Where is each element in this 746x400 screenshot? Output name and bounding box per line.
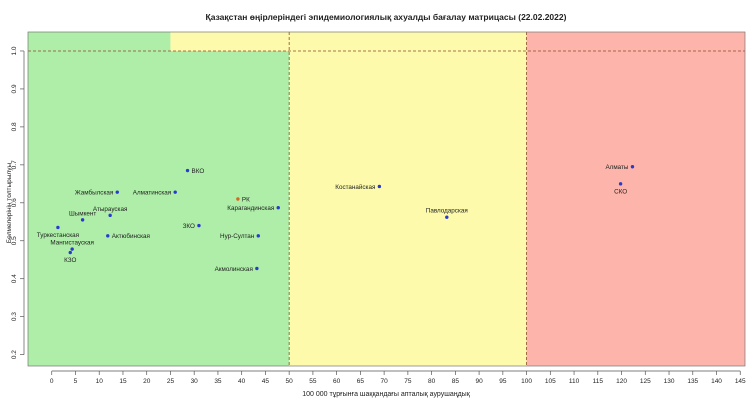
x-tick-label-20: 20 bbox=[143, 378, 151, 385]
zone-2 bbox=[170, 32, 290, 51]
y-tick-label-0.7: 0.7 bbox=[11, 160, 18, 169]
point-label-4: Атырауская bbox=[93, 206, 127, 213]
point-label-16: Алматы bbox=[605, 164, 628, 171]
point-15 bbox=[445, 215, 449, 219]
point-label-7: Алматинская bbox=[133, 189, 171, 196]
point-16 bbox=[630, 165, 635, 169]
point-7 bbox=[173, 190, 177, 194]
x-axis-label: 100 000 тұрғынға шаққандағы апталық ауру… bbox=[302, 391, 470, 398]
point-6 bbox=[106, 234, 110, 238]
point-4 bbox=[108, 213, 112, 218]
x-tick-label-50: 50 bbox=[286, 378, 294, 385]
point-8 bbox=[185, 168, 190, 173]
x-tick-label-55: 55 bbox=[309, 378, 317, 385]
y-tick-label-0.3: 0.3 bbox=[11, 312, 18, 321]
threshold-lines-layer bbox=[28, 32, 745, 366]
x-tick-label-110: 110 bbox=[569, 378, 580, 385]
y-tick-label-0.5: 0.5 bbox=[11, 236, 18, 245]
point-2 bbox=[70, 247, 74, 251]
x-tick-label-145: 145 bbox=[735, 378, 746, 385]
y-tick-label-0.9: 0.9 bbox=[11, 84, 18, 93]
point-5 bbox=[115, 190, 119, 194]
point-label-15: Павлодарская bbox=[426, 208, 468, 215]
point-12 bbox=[256, 234, 260, 238]
x-tick-label-35: 35 bbox=[214, 378, 222, 385]
point-17 bbox=[618, 182, 623, 186]
point-label-9: ЗКО bbox=[183, 223, 195, 230]
point-label-1: Шымкент bbox=[69, 210, 96, 217]
point-label-10: РК bbox=[242, 196, 250, 203]
x-tick-label-115: 115 bbox=[593, 378, 604, 385]
x-tick-label-25: 25 bbox=[167, 378, 175, 385]
point-13 bbox=[255, 266, 259, 271]
x-tick-label-65: 65 bbox=[357, 378, 365, 385]
point-3 bbox=[68, 250, 72, 255]
y-tick-label-0.2: 0.2 bbox=[11, 350, 18, 359]
point-label-5: Жамбылская bbox=[75, 188, 113, 196]
x-tick-label-140: 140 bbox=[711, 378, 722, 385]
point-label-17: СКО bbox=[614, 188, 627, 195]
point-label-14: Костанайская bbox=[335, 183, 375, 191]
x-tick-label-40: 40 bbox=[238, 378, 246, 385]
x-tick-label-0: 0 bbox=[50, 378, 54, 385]
x-tick-label-135: 135 bbox=[687, 378, 698, 385]
point-0 bbox=[56, 225, 60, 230]
point-1 bbox=[80, 218, 85, 222]
x-tick-label-10: 10 bbox=[96, 378, 104, 385]
point-label-11: Карагандинская bbox=[227, 205, 274, 212]
x-tick-label-120: 120 bbox=[616, 378, 627, 385]
y-tick-label-0.8: 0.8 bbox=[11, 122, 18, 131]
point-10 bbox=[236, 197, 240, 201]
point-11 bbox=[276, 206, 280, 210]
zone-3 bbox=[289, 32, 527, 366]
x-tick-label-30: 30 bbox=[191, 378, 199, 385]
point-label-2: Мангистауская bbox=[50, 240, 94, 247]
point-label-3: КЗО bbox=[64, 257, 76, 264]
x-tick-label-5: 5 bbox=[74, 378, 78, 385]
x-tick-label-90: 90 bbox=[475, 378, 483, 385]
point-label-12: Нур-Султан bbox=[220, 233, 255, 240]
zone-0 bbox=[28, 50, 290, 367]
x-tick-label-15: 15 bbox=[119, 378, 127, 385]
x-tick-label-60: 60 bbox=[333, 378, 341, 385]
y-tick-label-1: 1.0 bbox=[11, 46, 18, 55]
x-tick-label-70: 70 bbox=[381, 378, 389, 385]
x-tick-label-105: 105 bbox=[545, 378, 556, 385]
x-tick-label-75: 75 bbox=[404, 378, 412, 385]
y-axis-label: Бөлмелерінің толтырылуы bbox=[5, 163, 13, 244]
x-tick-label-80: 80 bbox=[428, 378, 436, 385]
x-tick-label-100: 100 bbox=[521, 378, 532, 385]
x-tick-label-95: 95 bbox=[499, 378, 507, 385]
x-tick-label-130: 130 bbox=[664, 378, 675, 385]
zone-1 bbox=[28, 32, 171, 51]
point-label-8: ВКО bbox=[192, 168, 205, 175]
y-tick-label-0.4: 0.4 bbox=[11, 274, 18, 283]
x-tick-label-45: 45 bbox=[262, 378, 270, 385]
point-label-6: Актюбинская bbox=[112, 232, 150, 240]
axes-layer: 0 5 10 15 20 25 30 35 40 45 50 55 60 65 70 75 80 85 90 95 10… bbox=[11, 31, 746, 385]
x-tick-label-85: 85 bbox=[452, 378, 460, 385]
point-label-13: Акмолинская bbox=[215, 266, 253, 273]
point-label-0: Туркестанская bbox=[37, 232, 79, 239]
chart-title: Қазақстан өңірлеріндегі эпидемиологиялық… bbox=[206, 12, 567, 22]
plot-border bbox=[27, 31, 746, 367]
point-14 bbox=[377, 184, 382, 189]
zone-4 bbox=[526, 32, 745, 366]
points-layer: Туркестанская Шымкент Мангистауская КЗО Атыр… bbox=[37, 164, 635, 273]
y-tick-label-0.6: 0.6 bbox=[11, 198, 18, 207]
x-tick-label-125: 125 bbox=[640, 378, 651, 385]
zones-layer bbox=[28, 32, 745, 367]
point-9 bbox=[197, 223, 201, 228]
